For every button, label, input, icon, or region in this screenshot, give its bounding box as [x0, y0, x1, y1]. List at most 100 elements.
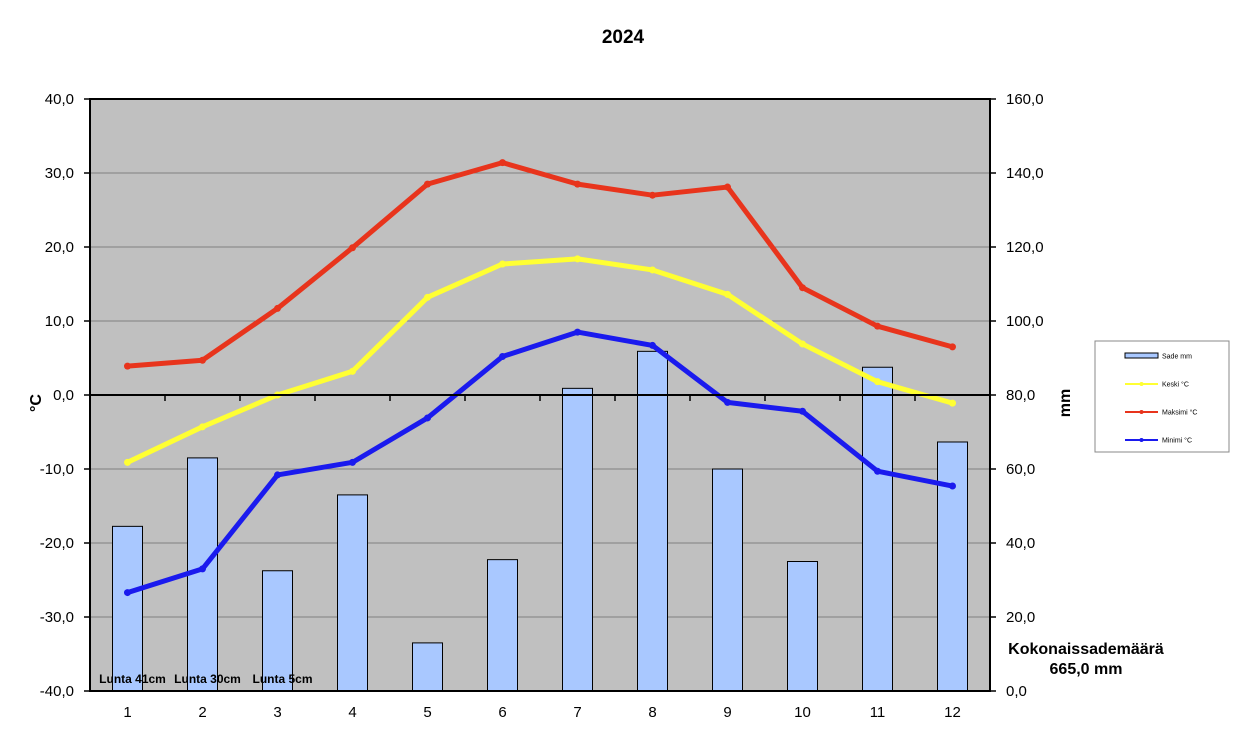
series-point	[799, 407, 806, 415]
y-right-tick-label: 20,0	[1006, 609, 1035, 626]
y-right-tick-label: 160,0	[1006, 91, 1044, 108]
series-point	[499, 260, 506, 268]
y-right-tick-label: 80,0	[1006, 387, 1035, 404]
x-axis-ticks: 1 2 3 4 5 6 7 8 9 10 11 12	[123, 704, 961, 721]
y-right-tick-label: 100,0	[1006, 313, 1044, 330]
x-tick-label: 11	[870, 704, 886, 721]
x-tick-label: 1	[123, 704, 131, 721]
series-point	[649, 191, 656, 199]
series-point	[499, 353, 506, 361]
series-point	[649, 266, 656, 274]
precip-bar	[112, 525, 143, 692]
y-left-tick-label: 10,0	[45, 313, 74, 330]
snow-label: Lunta 30cm	[174, 672, 241, 686]
legend-swatch	[1124, 352, 1159, 359]
precip-bar	[337, 494, 368, 692]
series-point	[349, 367, 356, 375]
series-point	[349, 458, 356, 466]
temperature-lines	[124, 159, 956, 597]
y-left-tick-label: -20,0	[40, 535, 74, 552]
legend-label: Maksimi °C	[1162, 409, 1197, 417]
snow-label: Lunta 5cm	[252, 672, 312, 686]
y-right-tick-label: 0,0	[1006, 683, 1027, 700]
legend-label: Sade mm	[1162, 354, 1192, 361]
series-point	[274, 471, 281, 479]
series-point	[124, 362, 131, 370]
x-tick-label: 10	[794, 704, 811, 721]
precip-bar	[487, 559, 518, 692]
total-precip-value: 665,0 mm	[1050, 661, 1123, 678]
series-point	[499, 159, 506, 167]
x-tick-label: 7	[573, 704, 581, 721]
series-point	[424, 293, 431, 301]
legend-label: Keski °C	[1162, 381, 1189, 389]
precip-bar	[787, 561, 818, 692]
x-tick-label: 8	[648, 704, 656, 721]
x-tick-label: 2	[198, 704, 206, 721]
series-point	[274, 304, 281, 312]
series-point	[949, 399, 956, 407]
y-right-tick-label: 60,0	[1006, 461, 1035, 478]
legend-marker	[1139, 410, 1144, 414]
series-point	[574, 328, 581, 336]
y-left-tick-label: 30,0	[45, 165, 74, 182]
y-left-tick-label: -10,0	[40, 461, 74, 478]
y-left-tick-label: 40,0	[45, 91, 74, 108]
series-point	[199, 356, 206, 364]
series-point	[424, 180, 431, 188]
precip-bar	[637, 350, 668, 692]
precip-bar	[712, 468, 743, 692]
legend-box	[1094, 340, 1230, 453]
total-precip-label: Kokonaissademäärä	[1008, 641, 1164, 658]
left-axis-label: °C	[28, 394, 45, 412]
chart-title: 2024	[602, 27, 645, 48]
series-line	[125, 329, 955, 596]
y-right-tick-label: 40,0	[1006, 535, 1035, 552]
precipitation-bars	[112, 350, 968, 692]
x-tick-label: 3	[273, 704, 281, 721]
series-point	[874, 467, 881, 475]
series-point	[874, 378, 881, 386]
x-tick-label: 4	[348, 704, 356, 721]
legend: Sade mm Keski °C Maksimi °C Minimi °C	[1094, 340, 1230, 453]
series-point	[874, 322, 881, 330]
y-left-tick-label: -40,0	[40, 683, 74, 700]
series-point	[949, 482, 956, 490]
left-axis-ticks: -40,0 -30,0 -20,0 -10,0 0,0 10,0 20,0 30,0 40,0	[40, 91, 90, 700]
series-line	[125, 160, 955, 369]
precip-bar	[412, 642, 443, 692]
x-tick-label: 12	[944, 704, 961, 721]
precip-bar	[862, 366, 893, 692]
precip-bar	[937, 441, 968, 692]
y-right-tick-label: 140,0	[1006, 165, 1044, 182]
series-point	[349, 244, 356, 252]
series-point	[199, 423, 206, 431]
series-point	[799, 340, 806, 348]
precip-bar	[562, 387, 593, 692]
right-axis-ticks: 0,0 20,0 40,0 60,0 80,0 100,0 120,0 140,0 160,0	[990, 91, 1044, 700]
x-tick-label: 9	[723, 704, 731, 721]
series-point	[574, 255, 581, 263]
legend-label: Minimi °C	[1162, 437, 1192, 445]
y-right-tick-label: 120,0	[1006, 239, 1044, 256]
snow-label: Lunta 41cm	[99, 672, 166, 686]
series-point	[124, 458, 131, 466]
legend-marker	[1139, 382, 1144, 386]
zero-axis	[89, 394, 991, 401]
series-point	[949, 343, 956, 351]
snow-annotations: Lunta 41cm Lunta 30cm Lunta 5cm	[99, 672, 312, 686]
y-left-tick-label: 20,0	[45, 239, 74, 256]
series-point	[199, 565, 206, 573]
series-line	[125, 256, 955, 465]
series-point	[124, 589, 131, 597]
x-tick-label: 6	[498, 704, 506, 721]
series-point	[424, 414, 431, 422]
legend-marker	[1139, 438, 1144, 442]
series-point	[724, 290, 731, 298]
y-left-tick-label: -30,0	[40, 609, 74, 626]
series-point	[724, 398, 731, 406]
series-point	[649, 341, 656, 349]
series-point	[574, 180, 581, 188]
legend-items: Sade mm Keski °C Maksimi °C Minimi °C	[1124, 352, 1197, 445]
